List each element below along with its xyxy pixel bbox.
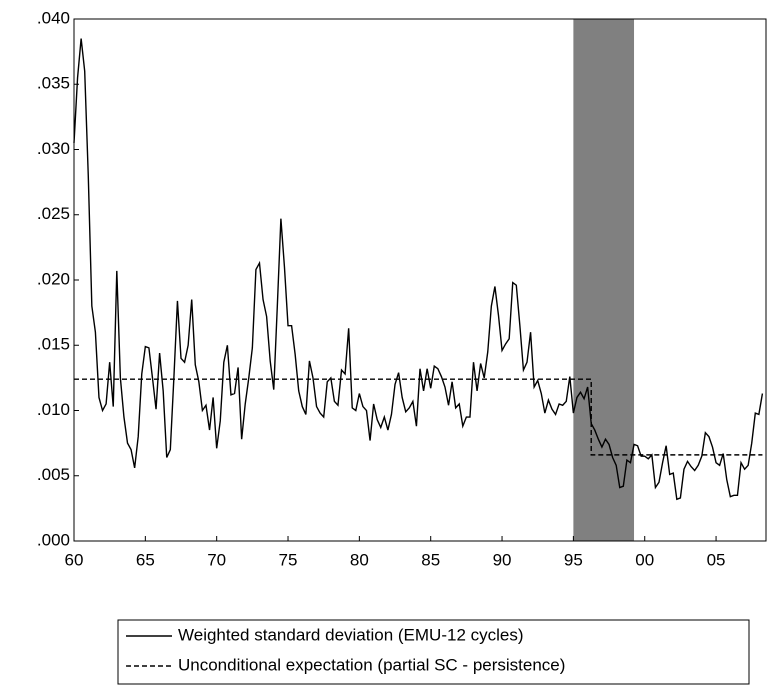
y-tick-label: .015 bbox=[37, 335, 70, 354]
y-tick-label: .010 bbox=[37, 400, 70, 419]
y-tick-label: .030 bbox=[37, 139, 70, 158]
x-tick-label: 60 bbox=[65, 550, 84, 569]
x-tick-label: 70 bbox=[207, 550, 226, 569]
shaded-region bbox=[573, 19, 635, 541]
y-tick-label: .005 bbox=[37, 465, 70, 484]
legend-label: Unconditional expectation (partial SC - … bbox=[178, 655, 565, 674]
legend-box bbox=[117, 619, 750, 685]
x-tick-label: 95 bbox=[564, 550, 583, 569]
data-line bbox=[73, 38, 764, 501]
y-tick-label: .025 bbox=[37, 204, 70, 223]
y-tick-label: .020 bbox=[37, 269, 70, 288]
x-tick-label: 80 bbox=[350, 550, 369, 569]
data-line bbox=[74, 378, 763, 456]
y-tick-label: .035 bbox=[37, 74, 70, 93]
x-tick-label: 05 bbox=[707, 550, 726, 569]
x-tick-label: 65 bbox=[136, 550, 155, 569]
x-tick-label: 90 bbox=[493, 550, 512, 569]
x-tick-label: 00 bbox=[635, 550, 654, 569]
x-tick-label: 85 bbox=[421, 550, 440, 569]
x-tick-label: 75 bbox=[279, 550, 298, 569]
y-tick-label: .040 bbox=[37, 8, 70, 27]
y-tick-label: .000 bbox=[37, 530, 70, 549]
legend-label: Weighted standard deviation (EMU-12 cycl… bbox=[178, 625, 524, 644]
